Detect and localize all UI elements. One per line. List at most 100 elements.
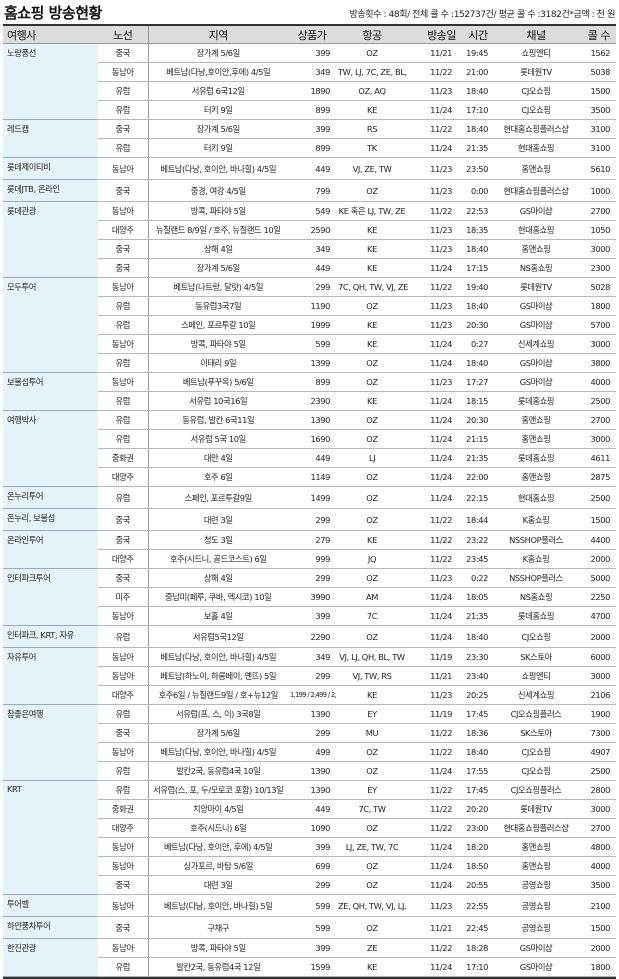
airline-cell: RS [336, 119, 408, 139]
airline-cell: KE [336, 239, 408, 259]
table-row: 인터파크투어 중국 상해 4일 299 OZ 11/23 0:22 NSSHOP플러스 5000 [3, 568, 616, 626]
time-cell: 21:35 [458, 448, 498, 468]
route-cell: 유럽 [98, 410, 149, 430]
region-cell: 장가계 5/6일 [148, 258, 288, 278]
route-cell: 동남아 [98, 837, 149, 857]
channel-cell: 롯데홈쇼핑 [498, 606, 574, 626]
price-cell: 1499 [288, 486, 336, 509]
table-row: 동남아 베트남(다낭,호이안,후에) 4/5일 349 TW, LJ, 7C, ZE,… [3, 62, 616, 82]
time-cell: 23:50 [458, 157, 498, 180]
route-cell: 중국 [98, 916, 149, 939]
price-cell: 449 [288, 157, 336, 180]
price-cell: 349 [288, 647, 336, 667]
table-row: 유럽 동유럽3국7일 1190 OZ 11/23 18:40 GS마이샵 1800 [3, 296, 616, 316]
calls-cell: 4000 [574, 372, 616, 392]
calls-cell: 3000 [574, 239, 616, 259]
airline-cell: TK [336, 138, 408, 158]
route-cell: 중국 [98, 875, 149, 895]
time-cell: 23:00 [458, 818, 498, 838]
price-cell: 349 [288, 239, 336, 259]
region-cell: 보홀 4일 [148, 606, 288, 626]
region-cell: 발칸2국, 동유럽4국 10일 [148, 761, 288, 781]
price-cell: 499 [288, 742, 336, 762]
region-cell: 베트남(다낭, 호이안, 바나힐) 5일 [148, 894, 288, 917]
route-cell: 유럽 [98, 81, 149, 101]
channel-cell: 현대홈쇼핑 [498, 138, 574, 158]
region-cell: 터키 9일 [148, 138, 288, 158]
price-cell: 1090 [288, 818, 336, 838]
airline-cell: KE [336, 391, 408, 411]
table-row: 롯데관광 동남아 방콕, 파타야 5일 549 KE 혹은 LJ, TW, ZE 11/2… [3, 201, 616, 278]
price-cell: 299 [288, 277, 336, 297]
calls-cell: 5028 [574, 277, 616, 297]
time-cell: 23:40 [458, 666, 498, 686]
price-cell: 1690 [288, 429, 336, 449]
agency-cell: 인터파크투어 [3, 568, 98, 626]
channel-cell: 홈앤쇼핑 [498, 429, 574, 449]
airline-cell: KE [336, 220, 408, 240]
route-cell: 동남아 [98, 157, 149, 180]
price-cell: 299 [288, 875, 336, 895]
region-cell: 베트남(다낭, 호이안, 바나힐) 4/5일 [148, 157, 288, 180]
route-cell: 중국 [98, 43, 149, 63]
table-row: 하얀풍차투어 중국 구채구 599 OZ 11/21 22:45 공영쇼핑 1500 [3, 916, 616, 939]
time-cell: 18:35 [458, 220, 498, 240]
summary-stats: 방송횟수 : 48회/ 전체 콜 수 :152737건/ 평균 콜 수 :318… [349, 10, 615, 20]
agency-cell: 온누리, 보물섬 [3, 508, 98, 531]
route-cell: 중국 [98, 530, 149, 550]
channel-cell: 롯데홈쇼핑 [498, 391, 574, 411]
price-cell: 599 [288, 894, 336, 917]
channel-cell: CJ오쇼핑 [498, 742, 574, 762]
calls-cell: 2250 [574, 587, 616, 607]
date-cell: 11/24 [408, 353, 458, 373]
time-cell: 20:25 [458, 685, 498, 705]
channel-cell: SK스토아 [498, 647, 574, 667]
date-cell: 11/24 [408, 100, 458, 120]
channel-cell: GS마이샵 [498, 938, 574, 958]
price-cell: 1390 [288, 410, 336, 430]
channel-cell: 현대홈쇼핑 [498, 486, 574, 509]
airline-cell: 7C, TW [336, 799, 408, 819]
title-bar: 홈쇼핑 방송현황 방송횟수 : 48회/ 전체 콜 수 :152737건/ 평균… [0, 0, 619, 24]
channel-cell: 홈앤쇼핑 [498, 837, 574, 857]
price-cell: 1390 [288, 780, 336, 800]
table-row: 투어벨 동남아 베트남(다낭, 호이안, 바나힐) 5일 599 ZE, QH, TW,… [3, 894, 616, 917]
price-cell: 999 [288, 549, 336, 569]
airline-cell: OZ [336, 486, 408, 509]
time-cell: 18:20 [458, 837, 498, 857]
calls-cell: 2500 [574, 391, 616, 411]
airline-cell: KE [336, 315, 408, 335]
table-row: 인터파크, KRT, 자유 유럽 서유럽5국12일 2290 OZ 11/24 18:40 C… [3, 625, 616, 648]
channel-cell: SK스토아 [498, 723, 574, 743]
time-cell: 17:10 [458, 100, 498, 120]
channel-cell: 홈앤쇼핑 [498, 157, 574, 180]
date-cell: 11/21 [408, 666, 458, 686]
route-cell: 유럽 [98, 761, 149, 781]
calls-cell: 1050 [574, 220, 616, 240]
airline-cell: VJ, TW, RS [336, 666, 408, 686]
route-cell: 중국 [98, 508, 149, 531]
price-cell: 549 [288, 201, 336, 221]
region-cell: 동유럽3국7일 [148, 296, 288, 316]
calls-cell: 2500 [574, 761, 616, 781]
time-cell: 18:40 [458, 625, 498, 648]
table-row: 중국 장가계 5/6일 449 KE 11/24 17:15 NS홈쇼핑 2300 [3, 258, 616, 278]
date-cell: 11/23 [408, 296, 458, 316]
time-cell: 17:27 [458, 372, 498, 392]
channel-cell: GS마이샵 [498, 315, 574, 335]
route-cell: 유럽 [98, 315, 149, 335]
date-cell: 11/19 [408, 704, 458, 724]
table-row: 유럽 스페인, 포르투갈 10일 1999 KE 11/23 20:30 GS마이샵 5700 [3, 315, 616, 335]
channel-cell: GS마이샵 [498, 957, 574, 977]
airline-cell: KE 혹은 LJ, TW, ZE [336, 201, 408, 221]
date-cell: 11/24 [408, 410, 458, 430]
date-cell: 11/21 [408, 916, 458, 939]
route-cell: 유럽 [98, 138, 149, 158]
table-body: 노랑풍선 중국 장가계 5/6일 399 OZ 11/21 19:45 쇼핑엔티 1562 동남아… [3, 43, 616, 977]
channel-cell: NS홈쇼핑 [498, 587, 574, 607]
channel-cell: K홈쇼핑 [498, 549, 574, 569]
table-row: 모두투어 동남아 베트남(나트랑, 달랏) 4/5일 299 7C, QH, TW, V… [3, 277, 616, 373]
date-cell: 11/23 [408, 315, 458, 335]
broadcast-table: 여행사 노선 지역 상품가 항공 방송일 시간 채널 콜 수 노랑풍선 중국 장가계… [3, 24, 616, 977]
price-cell: 399 [288, 119, 336, 139]
